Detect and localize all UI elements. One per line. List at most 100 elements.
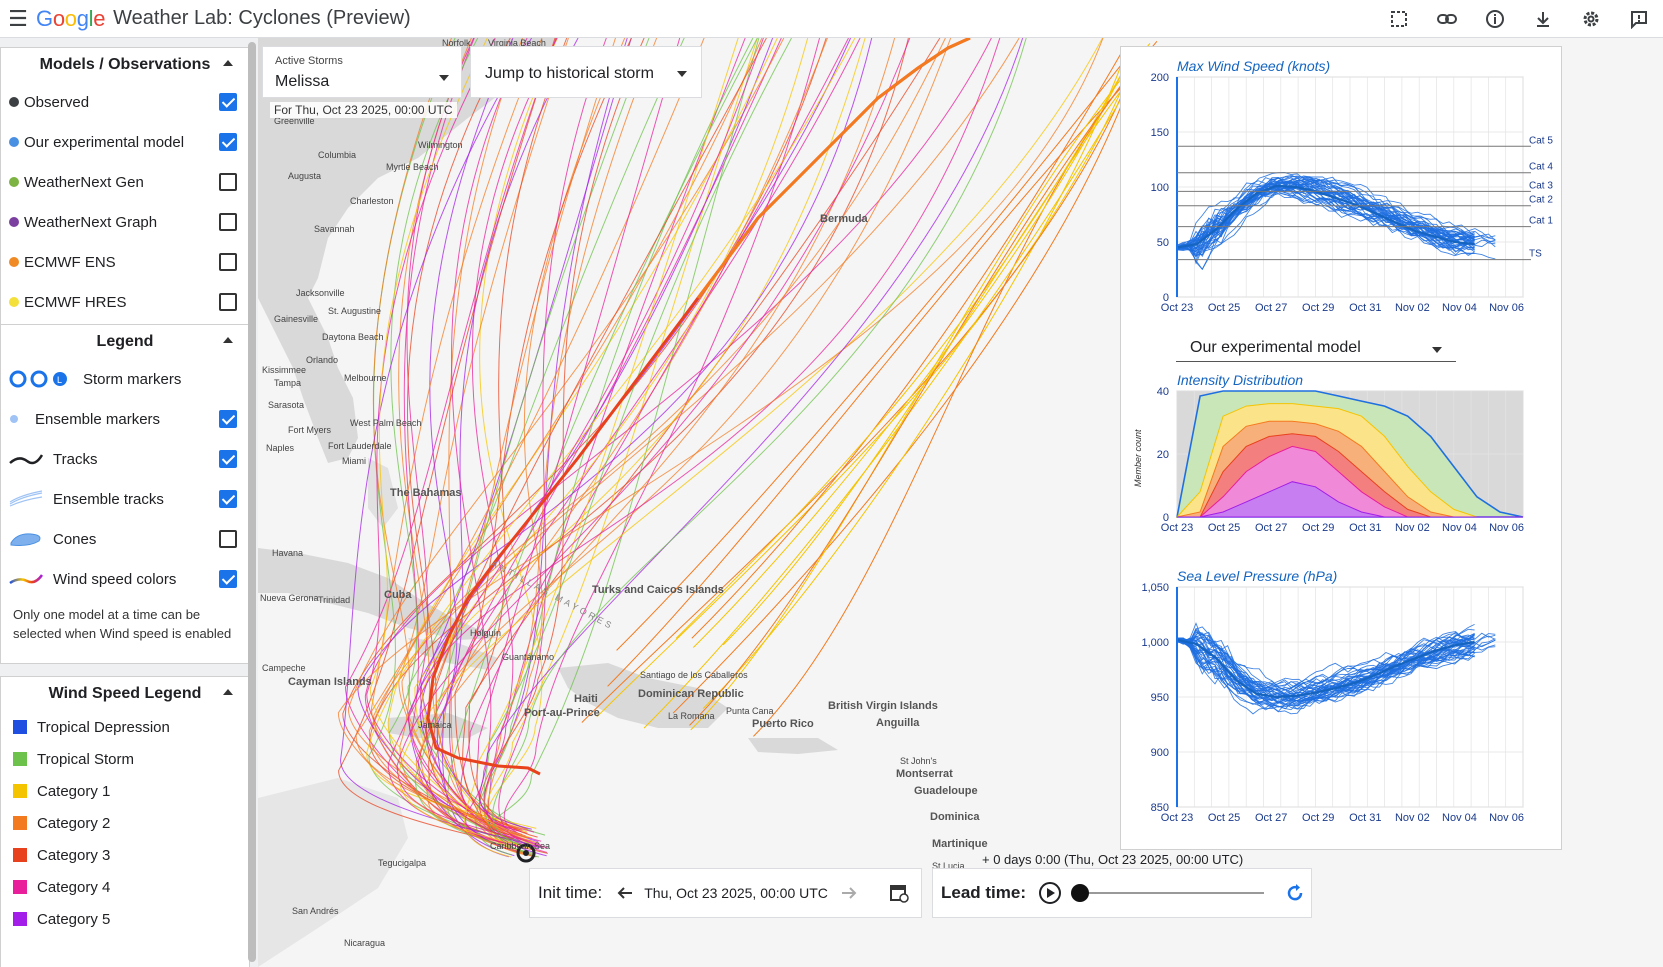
x-tick-label: Oct 25 [1208, 812, 1240, 824]
ensemble-track [468, 38, 568, 838]
ensemble-track [692, 70, 1124, 648]
wind-legend-row: Tropical Storm [1, 743, 249, 775]
legend-checkbox[interactable] [219, 570, 237, 588]
historical-storm-select[interactable]: Jump to historical storm [470, 46, 702, 98]
model-row[interactable]: ECMWF ENS [1, 242, 249, 282]
info-icon[interactable] [1471, 0, 1519, 38]
map-place-label: Nicaragua [344, 938, 386, 948]
model-label: WeatherNext Gen [24, 173, 144, 191]
calendar-icon[interactable] [888, 882, 910, 904]
legend-row[interactable]: Cones [1, 519, 249, 559]
ensemble-track [398, 38, 1103, 850]
ensemble-track [581, 59, 1138, 723]
wind-legend-label: Tropical Storm [37, 750, 134, 768]
legend-checkbox[interactable] [219, 410, 237, 428]
legend-checkbox[interactable] [219, 530, 237, 548]
ensemble-track [369, 38, 532, 839]
legend-row[interactable]: Wind speed colors [1, 559, 249, 599]
feedback-icon[interactable] [1615, 0, 1663, 38]
slider-thumb[interactable] [1071, 884, 1090, 902]
map-place-label: Puerto Rico [752, 718, 814, 730]
models-header[interactable]: Models / Observations [1, 48, 249, 82]
model-row[interactable]: ECMWF HRES [1, 282, 249, 322]
active-storms-select[interactable]: Active Storms Melissa [262, 46, 462, 98]
model-checkbox[interactable] [219, 173, 237, 191]
arrow-right-icon[interactable] [840, 885, 858, 901]
ensemble-member-line [1176, 634, 1475, 706]
map-place-label: Nueva Gerona [260, 593, 319, 603]
legend-row[interactable]: Ensemble tracks [1, 479, 249, 519]
ensemble-member-line [1176, 633, 1496, 687]
threshold-label: Cat 4 [1529, 162, 1553, 173]
map-place-label: Haiti [574, 693, 598, 705]
forecast-date: For Thu, Oct 23 2025, 00:00 UTC [270, 102, 457, 118]
legend-checkbox[interactable] [219, 490, 237, 508]
model-label: ECMWF HRES [24, 293, 127, 311]
model-checkbox[interactable] [219, 93, 237, 111]
map-place-label: St Lucia [932, 861, 965, 871]
chart-model-select[interactable]: Our experimental model [1176, 336, 1456, 362]
ensemble-track [398, 38, 569, 842]
storm-marker-icon[interactable] [516, 843, 536, 863]
link-icon[interactable] [1423, 0, 1471, 38]
model-checkbox[interactable] [219, 133, 237, 151]
wind-legend-row: Category 5 [1, 903, 249, 935]
wind-legend-row: Category 2 [1, 807, 249, 839]
collapse-icon[interactable] [223, 60, 233, 66]
x-tick-label: Oct 29 [1302, 302, 1334, 314]
fullscreen-icon[interactable] [1375, 0, 1423, 38]
wind-legend-header[interactable]: Wind Speed Legend [1, 677, 249, 711]
map-place-label: Gainesville [274, 314, 319, 324]
collapse-icon[interactable] [223, 689, 233, 695]
x-tick-label: Oct 31 [1349, 302, 1381, 314]
ensemble-track [675, 53, 1133, 639]
wind-legend-label: Category 5 [37, 910, 111, 928]
threshold-label: Cat 3 [1529, 180, 1553, 191]
settings-icon[interactable] [1567, 0, 1615, 38]
map-place-label: Guantánamo [502, 652, 555, 662]
wind-legend-row: Category 1 [1, 775, 249, 807]
x-tick-label: Nov 06 [1489, 812, 1524, 824]
left-panel-scrollbar[interactable] [248, 42, 256, 962]
ensemble-track [451, 38, 528, 845]
legend-header[interactable]: Legend [1, 325, 249, 359]
y-tick-label: 1,050 [1141, 582, 1169, 594]
model-row[interactable]: Our experimental model [1, 122, 249, 162]
ensemble-track [388, 38, 530, 845]
wind-swatch [13, 752, 27, 766]
y-tick-label: 0 [1163, 292, 1169, 304]
x-tick-label: Oct 29 [1302, 522, 1334, 534]
threshold-label: TS [1529, 249, 1542, 260]
download-icon[interactable] [1519, 0, 1567, 38]
map-place-label: Naples [266, 443, 295, 453]
model-row[interactable]: Observed [1, 82, 249, 122]
ensemble-track [368, 38, 763, 836]
x-tick-label: Oct 27 [1255, 522, 1287, 534]
map-place-label: Trinidad [318, 595, 351, 605]
legend-row[interactable]: Tracks [1, 439, 249, 479]
ensemble-track [488, 38, 626, 847]
model-row[interactable]: WeatherNext Gen [1, 162, 249, 202]
collapse-icon[interactable] [223, 337, 233, 343]
play-icon[interactable] [1038, 881, 1062, 905]
model-label: Observed [24, 93, 90, 111]
menu-icon[interactable]: ☰ [8, 5, 28, 31]
model-row[interactable]: WeatherNext Graph [1, 202, 249, 242]
ensemble-member-line [1176, 181, 1475, 251]
model-checkbox[interactable] [219, 293, 237, 311]
model-checkbox[interactable] [219, 253, 237, 271]
x-tick-label: Nov 02 [1395, 522, 1430, 534]
top-bar: ☰ Google Weather Lab: Cyclones (Preview) [0, 0, 1663, 38]
lead-time-slider[interactable] [1070, 883, 1270, 903]
arrow-left-icon[interactable] [616, 885, 634, 901]
map-base [258, 38, 1158, 967]
legend-label: Ensemble markers [35, 410, 161, 428]
legend-checkbox[interactable] [219, 450, 237, 468]
model-checkbox[interactable] [219, 213, 237, 231]
x-tick-label: Nov 02 [1395, 302, 1430, 314]
legend-label: Cones [53, 530, 97, 548]
map-place-label: West Palm Beach [350, 418, 422, 428]
refresh-icon[interactable] [1284, 882, 1306, 904]
legend-row[interactable]: Ensemble markers [1, 399, 249, 439]
